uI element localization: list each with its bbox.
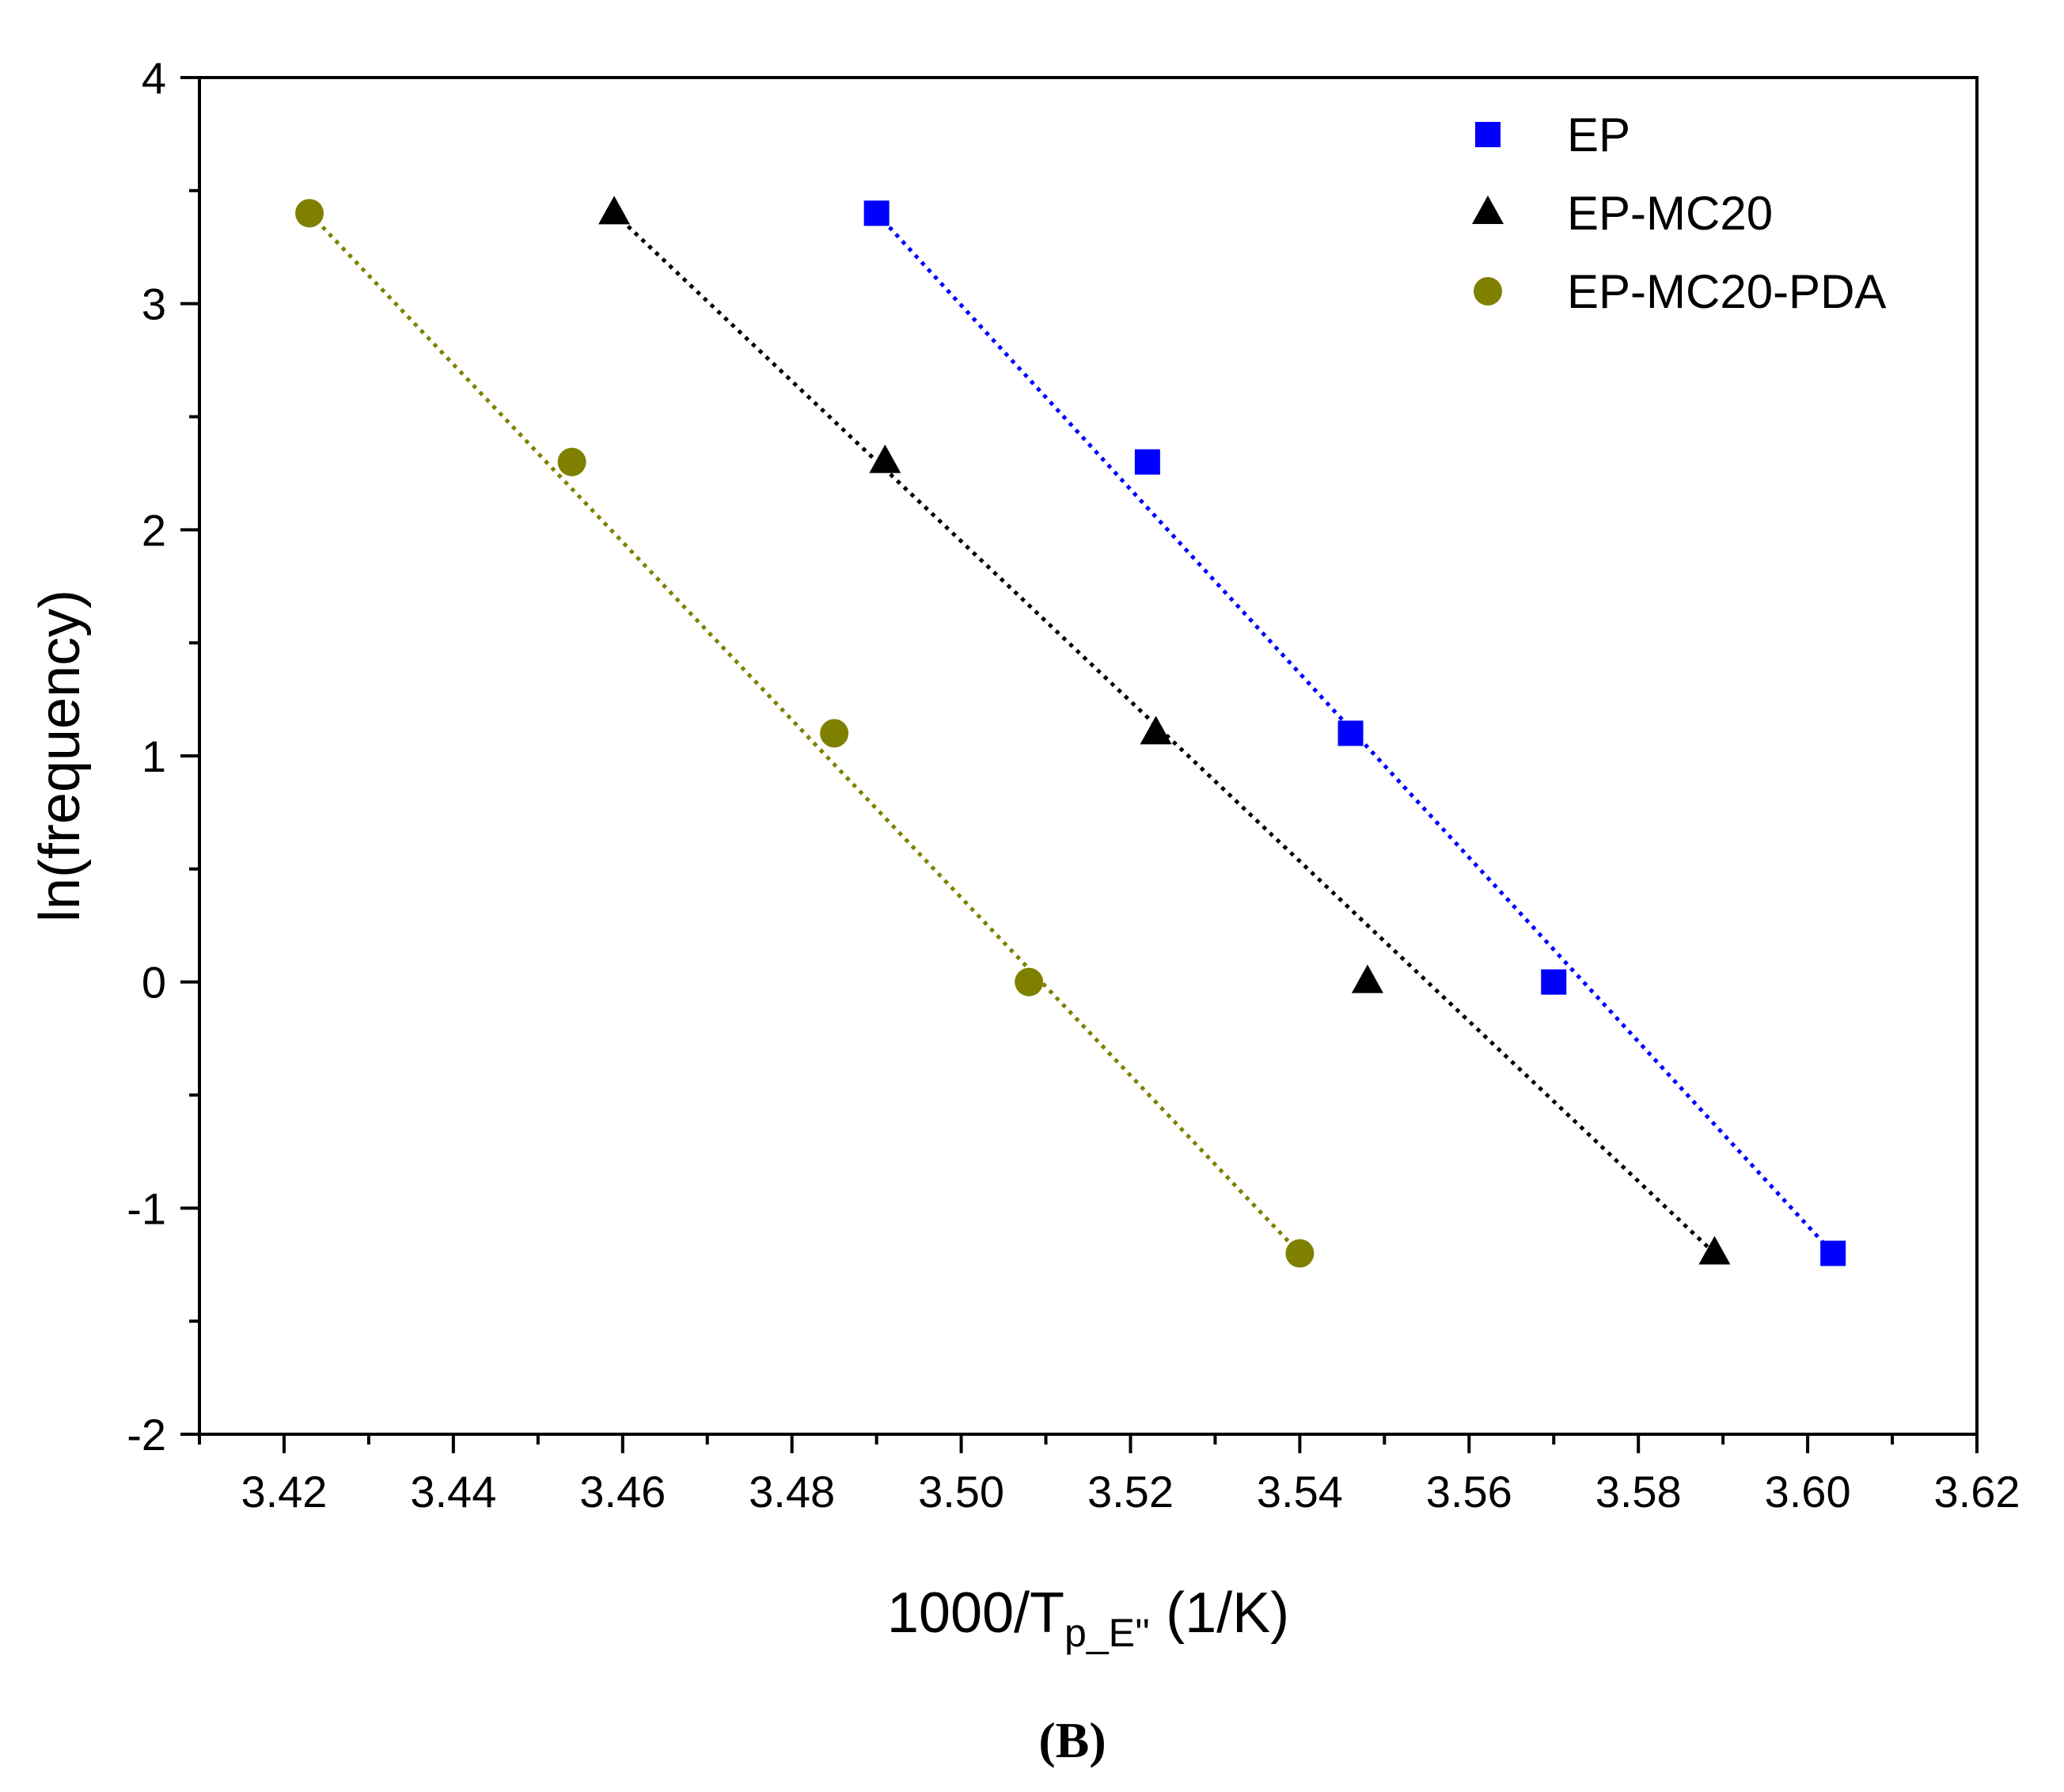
y-axis: -2 -1 0 1 2 3 4 — [127, 53, 199, 1460]
y-tick-label: -1 — [127, 1183, 166, 1233]
fit-line-ep-mc20-pda — [308, 211, 1302, 1255]
x-tick-label: 3.42 — [241, 1467, 327, 1517]
legend-label-ep-mc20: EP-MC20 — [1567, 187, 1773, 240]
legend-label-ep: EP — [1567, 108, 1630, 161]
data-point-ep-mc20 — [1698, 1236, 1731, 1265]
x-tick-label: 3.54 — [1257, 1467, 1343, 1517]
data-point-ep-mc20 — [1140, 716, 1172, 745]
data-point-ep-mc20-pda — [820, 719, 849, 748]
x-tick-label: 3.60 — [1765, 1467, 1851, 1517]
legend: EP EP-MC20 EP-MC20-PDA — [1472, 108, 1886, 318]
x-tick-label: 3.48 — [749, 1467, 835, 1517]
legend-marker-ep-mc20-pda — [1474, 277, 1502, 306]
data-markers — [295, 196, 1846, 1268]
x-axis-title-suffix: (1/K) — [1150, 1581, 1289, 1645]
x-tick-label: 3.44 — [410, 1467, 496, 1517]
data-point-ep-mc20-pda — [1285, 1239, 1315, 1268]
y-axis-title: ln(frequency) — [28, 590, 92, 922]
data-point-ep — [1337, 720, 1364, 746]
x-tick-label: 3.50 — [918, 1467, 1004, 1517]
x-axis-title: 1000/Tp_E'' (1/K) — [887, 1581, 1289, 1655]
legend-label-ep-mc20-pda: EP-MC20-PDA — [1567, 265, 1886, 318]
data-point-ep-mc20-pda — [557, 447, 586, 476]
y-tick-label: 4 — [142, 53, 166, 103]
x-tick-label: 3.52 — [1087, 1467, 1174, 1517]
data-point-ep — [863, 200, 890, 226]
data-point-ep — [1820, 1240, 1846, 1266]
legend-marker-ep — [1475, 122, 1501, 147]
panel-label: (B) — [1038, 1712, 1106, 1768]
x-axis: 3.42 3.44 3.46 3.48 3.50 3.52 3.54 3.56 3.58 3.60… — [198, 1434, 2020, 1517]
x-tick-label: 3.56 — [1426, 1467, 1512, 1517]
data-point-ep-mc20-pda — [295, 199, 324, 228]
x-axis-title-subscript: p_E'' — [1064, 1611, 1150, 1655]
x-tick-label: 3.46 — [579, 1467, 666, 1517]
data-point-ep-mc20 — [869, 444, 901, 473]
data-point-ep-mc20 — [598, 196, 631, 225]
data-point-ep — [1134, 449, 1160, 475]
y-tick-label: 3 — [142, 279, 166, 329]
y-tick-label: 1 — [142, 731, 166, 781]
fit-lines — [308, 211, 1835, 1255]
data-point-ep — [1541, 969, 1567, 995]
y-tick-label: -2 — [127, 1410, 166, 1460]
legend-marker-ep-mc20 — [1472, 196, 1504, 224]
x-tick-label: 3.62 — [1934, 1467, 2020, 1517]
y-tick-label: 2 — [142, 505, 166, 555]
data-point-ep-mc20 — [1351, 964, 1383, 993]
y-tick-label: 0 — [142, 958, 166, 1008]
x-tick-label: 3.58 — [1595, 1467, 1682, 1517]
x-axis-title-main: 1000/T — [887, 1581, 1064, 1645]
data-point-ep-mc20-pda — [1015, 967, 1044, 997]
